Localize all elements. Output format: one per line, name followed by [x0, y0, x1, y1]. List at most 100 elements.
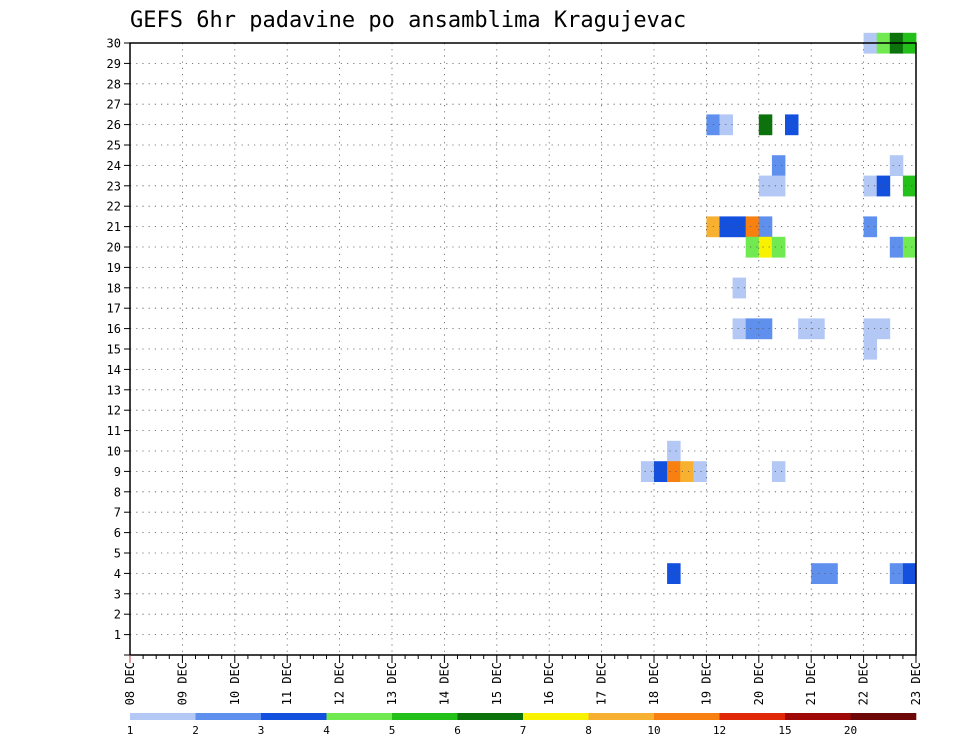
cell-member-16-step-49 — [758, 318, 773, 340]
y-tick-label-21: 21 — [107, 220, 121, 234]
x-tick-label-9: 17 DEC — [595, 662, 609, 705]
colorbar-swatch-6 — [457, 713, 524, 720]
y-tick-label-22: 22 — [107, 200, 121, 214]
colorbar-label-20: 20 — [844, 724, 857, 737]
x-tick-label-1: 09 DEC — [175, 662, 189, 705]
colorbar-label-15: 15 — [778, 724, 791, 737]
colorbar-label-1: 1 — [127, 724, 134, 737]
colorbar-swatch-1 — [130, 713, 196, 720]
cell-member-4-step-59 — [889, 563, 904, 584]
cell-member-16-step-48 — [745, 318, 760, 340]
cell-member-20-step-48 — [745, 236, 760, 258]
x-tick-label-6: 14 DEC — [437, 662, 451, 705]
cell-member-4-step-60 — [902, 563, 917, 584]
colorbar-label-7: 7 — [520, 724, 527, 737]
colorbar-swatch-9 — [654, 713, 720, 720]
colorbar-label-2: 2 — [192, 724, 199, 737]
y-tick-label-29: 29 — [107, 57, 121, 71]
x-tick-label-0: 08 DEC — [123, 662, 137, 705]
y-tick-label-5: 5 — [114, 547, 121, 561]
colorbar-swatch-2 — [195, 713, 262, 720]
cell-member-9-step-43 — [680, 461, 694, 482]
colorbar-label-12: 12 — [713, 724, 726, 737]
x-tick-label-7: 15 DEC — [490, 662, 504, 705]
cell-member-16-step-53 — [811, 318, 825, 340]
x-tick-label-2: 10 DEC — [228, 662, 242, 705]
colorbar-swatch-8 — [588, 713, 655, 720]
cell-member-4-step-42 — [667, 563, 681, 584]
cell-member-16-step-57 — [863, 318, 878, 340]
colorbar-label-6: 6 — [454, 724, 461, 737]
y-tick-label-13: 13 — [107, 383, 121, 397]
cell-member-9-step-44 — [693, 461, 707, 482]
y-tick-label-9: 9 — [114, 465, 121, 479]
x-axis: 08 DEC 09 DEC 10 DEC 11 DEC 12 DEC 13 DEC 14 D… — [123, 655, 923, 705]
y-tick-label-7: 7 — [114, 506, 121, 520]
colorbar-swatch-4 — [326, 713, 393, 720]
cell-member-20-step-59 — [889, 236, 904, 258]
colorbar-label-8: 8 — [585, 724, 592, 737]
x-tick-label-8: 16 DEC — [542, 662, 556, 705]
y-tick-label-8: 8 — [114, 485, 121, 499]
x-tick-label-3: 11 DEC — [280, 662, 294, 705]
cell-member-20-step-50 — [771, 236, 786, 258]
colorbar: 1 2 3 4 5 6 7 8 10 12 15 20 — [127, 713, 917, 737]
colorbar-label-4: 4 — [323, 724, 330, 737]
cell-member-21-step-48 — [745, 216, 760, 238]
cell-member-18-step-47 — [732, 277, 747, 299]
colorbar-swatch-3 — [261, 713, 327, 720]
cell-member-9-step-50 — [771, 461, 786, 482]
colorbar-label-10: 10 — [647, 724, 660, 737]
y-tick-label-11: 11 — [107, 424, 121, 438]
colorbar-swatch-5 — [392, 713, 458, 720]
y-tick-label-25: 25 — [107, 139, 121, 153]
cell-member-21-step-47 — [732, 216, 747, 238]
y-tick-label-1: 1 — [114, 628, 121, 642]
y-tick-label-24: 24 — [107, 159, 121, 173]
x-tick-label-14: 22 DEC — [857, 662, 871, 705]
y-tick-label-10: 10 — [107, 445, 121, 459]
chart-title: GEFS 6hr padavine po ansamblima Kragujev… — [130, 8, 686, 33]
cell-member-24-step-59 — [889, 155, 904, 176]
colorbar-label-3: 3 — [258, 724, 265, 737]
x-tick-label-15: 23 DEC — [909, 662, 923, 705]
cell-member-9-step-40 — [640, 461, 655, 482]
cell-member-26-step-51 — [785, 114, 799, 136]
y-axis: 1234567891011121314151617181920212223242… — [107, 37, 130, 656]
y-tick-label-4: 4 — [114, 567, 121, 581]
cell-member-10-step-42 — [667, 440, 681, 462]
cell-member-23-step-49 — [758, 175, 773, 197]
y-tick-label-19: 19 — [107, 261, 121, 275]
y-tick-label-16: 16 — [107, 322, 121, 336]
cell-member-4-step-53 — [811, 563, 825, 584]
cell-member-16-step-52 — [798, 318, 812, 340]
colorbar-swatch-12 — [850, 713, 917, 720]
x-tick-label-12: 20 DEC — [752, 662, 766, 705]
cell-member-23-step-57 — [863, 175, 878, 197]
y-tick-label-28: 28 — [107, 77, 121, 91]
cell-member-16-step-58 — [876, 318, 891, 340]
y-tick-label-6: 6 — [114, 526, 121, 540]
cell-member-26-step-49 — [758, 114, 773, 136]
y-tick-label-23: 23 — [107, 179, 121, 193]
x-tick-label-13: 21 DEC — [804, 662, 818, 705]
cell-member-9-step-41 — [654, 461, 668, 482]
colorbar-swatch-10 — [719, 713, 786, 720]
y-tick-label-30: 30 — [107, 37, 121, 51]
colorbar-swatch-7 — [523, 713, 589, 720]
cell-member-24-step-50 — [771, 155, 786, 176]
y-tick-label-14: 14 — [107, 363, 121, 377]
x-tick-label-4: 12 DEC — [333, 662, 347, 705]
cell-member-21-step-49 — [758, 216, 773, 238]
cell-member-16-step-47 — [732, 318, 747, 340]
colorbar-label-5: 5 — [389, 724, 396, 737]
cell-member-9-step-42 — [667, 461, 681, 482]
cell-member-21-step-57 — [863, 216, 878, 238]
cell-member-23-step-58 — [876, 175, 891, 197]
y-tick-label-20: 20 — [107, 241, 121, 255]
y-tick-label-2: 2 — [114, 608, 121, 622]
cell-member-23-step-60 — [902, 175, 917, 197]
x-tick-label-10: 18 DEC — [647, 662, 661, 705]
cell-member-23-step-50 — [771, 175, 786, 197]
